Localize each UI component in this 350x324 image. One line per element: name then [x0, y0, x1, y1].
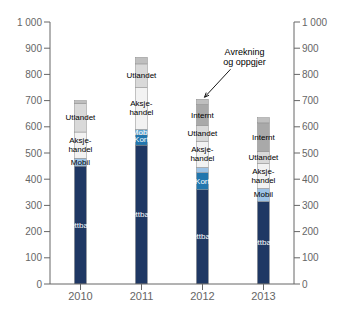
svg-text:Mobil: Mobil — [71, 158, 90, 167]
svg-text:100: 100 — [25, 252, 42, 263]
svg-text:800: 800 — [25, 69, 42, 80]
svg-text:200: 200 — [302, 226, 319, 237]
svg-text:200: 200 — [25, 226, 42, 237]
svg-text:Aksje-handel: Aksje-handel — [251, 167, 275, 185]
svg-text:900: 900 — [25, 43, 42, 54]
svg-text:Nettbank: Nettbank — [125, 210, 158, 219]
svg-text:600: 600 — [25, 121, 42, 132]
svg-text:Utlandet: Utlandet — [249, 153, 280, 162]
svg-text:Kort: Kort — [134, 135, 149, 144]
svg-text:Utlandet: Utlandet — [188, 129, 219, 138]
svg-text:1 000: 1 000 — [17, 17, 42, 28]
svg-text:Aksje-handel: Aksje-handel — [129, 99, 153, 117]
svg-text:0: 0 — [36, 279, 42, 290]
svg-text:900: 900 — [302, 43, 319, 54]
svg-text:400: 400 — [25, 174, 42, 185]
svg-text:0: 0 — [302, 279, 308, 290]
svg-text:500: 500 — [302, 148, 319, 159]
svg-text:Aksje-handel: Aksje-handel — [68, 136, 92, 154]
svg-text:100: 100 — [302, 252, 319, 263]
svg-text:2013: 2013 — [251, 290, 275, 302]
svg-text:Mobil: Mobil — [254, 190, 273, 199]
svg-text:Nettbank: Nettbank — [64, 221, 97, 230]
svg-text:Avrekningog oppgjer: Avrekningog oppgjer — [223, 47, 266, 67]
svg-text:Internt: Internt — [191, 111, 214, 120]
svg-text:300: 300 — [25, 200, 42, 211]
svg-text:Nettbank: Nettbank — [186, 232, 219, 241]
svg-text:Utlandet: Utlandet — [66, 113, 97, 122]
svg-text:500: 500 — [25, 148, 42, 159]
svg-text:800: 800 — [302, 69, 319, 80]
svg-text:Mobil: Mobil — [131, 127, 151, 137]
svg-text:Utlandet: Utlandet — [127, 71, 158, 80]
svg-text:700: 700 — [25, 95, 42, 106]
svg-text:700: 700 — [302, 95, 319, 106]
svg-text:Kort: Kort — [195, 177, 210, 186]
svg-text:2012: 2012 — [190, 290, 214, 302]
svg-text:Nettbank: Nettbank — [247, 238, 280, 247]
svg-text:Aksje-handel: Aksje-handel — [190, 145, 214, 163]
svg-text:2010: 2010 — [68, 290, 92, 302]
svg-text:Internt: Internt — [252, 133, 275, 142]
svg-text:300: 300 — [302, 200, 319, 211]
svg-text:400: 400 — [302, 174, 319, 185]
svg-text:600: 600 — [302, 121, 319, 132]
svg-text:2011: 2011 — [130, 290, 154, 302]
svg-text:1 000: 1 000 — [302, 17, 327, 28]
